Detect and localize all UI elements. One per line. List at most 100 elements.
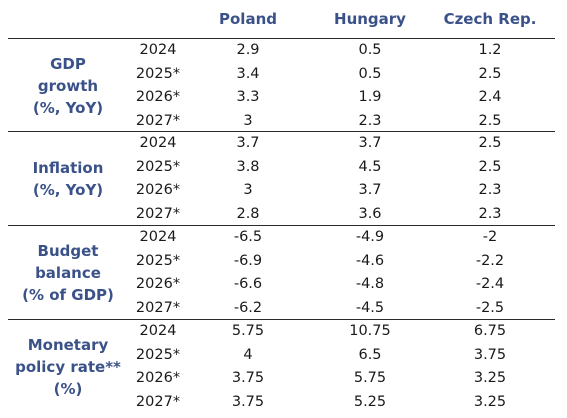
poland-value: -6.6 (233, 276, 263, 292)
poland-value: 3.75 (231, 393, 265, 410)
hungary-value: 4.5 (358, 158, 382, 175)
section-divider (8, 38, 555, 39)
section-label-line: policy rate** (15, 358, 121, 376)
poland-value: -6.5 (233, 229, 263, 245)
czech-value: 3.75 (473, 346, 507, 363)
hungary-value: 0.5 (358, 65, 382, 82)
hungary-value: 10.75 (349, 323, 391, 339)
section-label-line: growth (37, 77, 99, 95)
section-divider (8, 319, 555, 320)
hungary-value: 0.5 (358, 42, 382, 58)
year-cell: 2025* (135, 346, 181, 363)
year-cell: 2025* (135, 158, 181, 175)
hungary-value: 3.7 (358, 135, 382, 151)
poland-value: 3.7 (236, 135, 260, 151)
poland-value: 3.3 (236, 89, 260, 105)
table-row: 2026* 3.75 5.75 3.25 (0, 367, 567, 391)
hungary-value: 3.7 (358, 182, 382, 198)
table-row: 2025* -6.9 -4.6 -2.2 (0, 250, 567, 274)
year-cell: 2025* (135, 252, 181, 269)
table-row: 2027* 2.8 3.6 2.3 (0, 203, 567, 227)
hungary-value: 6.5 (358, 346, 382, 363)
czech-value: 2.5 (478, 65, 502, 82)
poland-value: -6.2 (233, 299, 263, 316)
section-label-line: balance (35, 264, 101, 282)
hungary-value: -4.6 (355, 252, 385, 269)
table-row: 2027* -6.2 -4.5 -2.5 (0, 297, 567, 321)
year-cell: 2024 (139, 323, 177, 339)
section-block: Budget balance (% of GDP) 2024 -6.5 -4.9 -2 202… (0, 225, 567, 319)
poland-value: 3 (243, 112, 253, 129)
section-label-line: Inflation (32, 159, 104, 177)
section-label: Budget balance (% of GDP) (0, 240, 136, 306)
section-label-line: Budget (37, 242, 99, 260)
table-row: 2026* 3 3.7 2.3 (0, 179, 567, 203)
section-label: Monetary policy rate** (%) (0, 334, 136, 400)
czech-value: 2.3 (478, 205, 502, 222)
table-row: 2027* 3 2.3 2.5 (0, 110, 567, 134)
czech-value: -2 (482, 229, 498, 245)
czech-value: 2.5 (478, 158, 502, 175)
czech-value: -2.4 (475, 276, 505, 292)
table-row: 2026* -6.6 -4.8 -2.4 (0, 273, 567, 297)
table-row: 2025* 3.8 4.5 2.5 (0, 156, 567, 180)
hungary-value: -4.5 (355, 299, 385, 316)
section-divider (8, 225, 555, 226)
czech-value: 3.25 (473, 393, 507, 410)
section-block: Inflation (%, YoY) 2024 3.7 3.7 2.5 2025* 3.8 4.… (0, 131, 567, 225)
section-block: Monetary policy rate** (%) 2024 5.75 10.75 6.7… (0, 319, 567, 413)
year-cell: 2027* (135, 299, 181, 316)
poland-value: 3.4 (236, 65, 260, 82)
table-row: 2024 5.75 10.75 6.75 (0, 320, 567, 344)
year-cell: 2024 (139, 229, 177, 245)
section-block: GDP growth (%, YoY) 2024 2.9 0.5 1.2 2025* 3.4 0.… (0, 38, 567, 132)
section-label-line: Monetary (27, 336, 109, 354)
year-cell: 2025* (135, 65, 181, 82)
column-header-czech: Czech Rep. (443, 10, 537, 28)
czech-value: -2.2 (475, 252, 505, 269)
czech-value: 3.25 (473, 370, 507, 386)
table-header: Poland Hungary Czech Rep. (0, 0, 567, 38)
czech-value: -2.5 (475, 299, 505, 316)
poland-value: 5.75 (231, 323, 265, 339)
hungary-value: -4.9 (355, 229, 385, 245)
table-row: 2025* 3.4 0.5 2.5 (0, 63, 567, 87)
table-row: 2025* 4 6.5 3.75 (0, 344, 567, 368)
section-divider (8, 131, 555, 132)
section-label: GDP growth (%, YoY) (0, 53, 136, 119)
table-row: 2027* 3.75 5.25 3.25 (0, 391, 567, 415)
hungary-value: 1.9 (358, 89, 382, 105)
czech-value: 2.3 (478, 182, 502, 198)
hungary-value: 2.3 (358, 112, 382, 129)
section-label-line: (%, YoY) (32, 99, 104, 117)
table-row: 2026* 3.3 1.9 2.4 (0, 86, 567, 110)
hungary-value: 5.75 (353, 370, 387, 386)
section-label-line: (%, YoY) (32, 181, 104, 199)
column-header-hungary: Hungary (334, 10, 406, 28)
year-cell: 2027* (135, 112, 181, 129)
year-cell: 2024 (139, 42, 177, 58)
section-label-line: GDP (50, 55, 86, 73)
czech-value: 2.4 (478, 89, 502, 105)
hungary-value: 5.25 (353, 393, 387, 410)
column-header-poland: Poland (219, 10, 277, 28)
section-label: Inflation (%, YoY) (0, 157, 136, 201)
poland-value: 3.8 (236, 158, 260, 175)
hungary-value: 3.6 (358, 205, 382, 222)
table-row: 2024 -6.5 -4.9 -2 (0, 226, 567, 250)
table-row: 2024 2.9 0.5 1.2 (0, 39, 567, 63)
year-cell: 2026* (135, 370, 181, 386)
poland-value: -6.9 (233, 252, 263, 269)
czech-value: 1.2 (478, 42, 502, 58)
poland-value: 2.8 (236, 205, 260, 222)
year-cell: 2024 (139, 135, 177, 151)
year-cell: 2027* (135, 205, 181, 222)
year-cell: 2027* (135, 393, 181, 410)
section-label-line: (%) (53, 380, 83, 398)
poland-value: 3.75 (231, 370, 265, 386)
year-cell: 2026* (135, 89, 181, 105)
czech-value: 2.5 (478, 135, 502, 151)
table-row: 2024 3.7 3.7 2.5 (0, 132, 567, 156)
hungary-value: -4.8 (355, 276, 385, 292)
year-cell: 2026* (135, 276, 181, 292)
